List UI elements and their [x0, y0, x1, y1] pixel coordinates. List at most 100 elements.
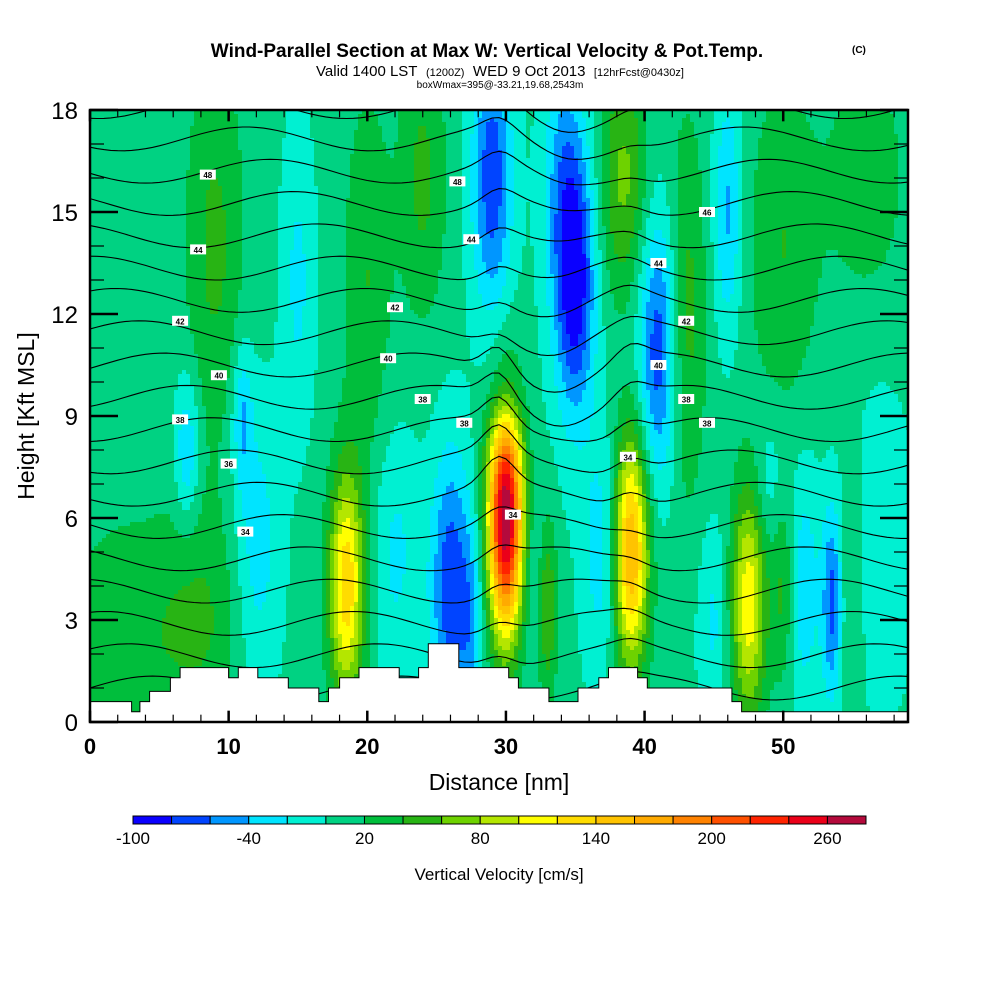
w-cell — [134, 358, 139, 363]
w-cell — [94, 546, 99, 551]
w-cell — [202, 654, 207, 659]
w-cell — [126, 542, 131, 547]
w-cell — [110, 186, 115, 191]
w-cell — [218, 246, 223, 251]
w-cell — [162, 490, 167, 495]
w-cell — [214, 418, 219, 423]
w-cell — [198, 338, 203, 343]
w-cell — [130, 622, 135, 627]
w-cell — [190, 550, 195, 555]
w-cell — [122, 402, 127, 407]
w-cell — [206, 626, 211, 631]
w-cell — [198, 262, 203, 267]
w-cell — [94, 422, 99, 427]
w-cell — [178, 446, 183, 451]
w-cell — [186, 458, 191, 463]
w-cell — [122, 246, 127, 251]
w-cell — [166, 610, 171, 615]
w-cell — [126, 602, 131, 607]
w-cell — [122, 478, 127, 483]
w-cell — [174, 334, 179, 339]
w-cell — [94, 502, 99, 507]
w-cell — [146, 554, 151, 559]
w-cell — [98, 530, 103, 535]
w-cell — [118, 450, 123, 455]
chart-subtitle-2: boxWmax=395@-33.21,19.68,2543m — [417, 80, 584, 91]
w-cell — [150, 118, 155, 123]
w-cell — [198, 150, 203, 155]
w-cell — [178, 618, 183, 623]
w-cell — [166, 542, 171, 547]
w-cell — [190, 582, 195, 587]
w-cell — [218, 438, 223, 443]
w-cell — [94, 298, 99, 303]
w-cell — [146, 610, 151, 615]
w-cell — [198, 594, 203, 599]
w-cell — [142, 242, 147, 247]
w-cell — [182, 370, 187, 375]
w-cell — [118, 330, 123, 335]
w-cell — [94, 654, 99, 659]
w-cell — [166, 454, 171, 459]
w-cell — [122, 546, 127, 551]
w-cell — [118, 326, 123, 331]
w-cell — [114, 466, 119, 471]
w-cell — [102, 354, 107, 359]
w-cell — [186, 646, 191, 651]
w-cell — [194, 270, 199, 275]
w-cell — [142, 318, 147, 323]
w-cell — [210, 366, 215, 371]
w-cell — [206, 318, 211, 323]
w-cell — [106, 662, 111, 667]
w-cell — [118, 242, 123, 247]
w-cell — [134, 246, 139, 251]
w-cell — [106, 278, 111, 283]
w-cell — [194, 446, 199, 451]
w-cell — [110, 566, 115, 571]
w-cell — [210, 410, 215, 415]
w-cell — [98, 182, 103, 187]
w-cell — [158, 598, 163, 603]
w-cell — [178, 182, 183, 187]
w-cell — [142, 490, 147, 495]
w-cell — [150, 422, 155, 427]
w-cell — [126, 138, 131, 143]
w-cell — [190, 574, 195, 579]
w-cell — [150, 314, 155, 319]
w-cell — [146, 402, 151, 407]
w-cell — [134, 122, 139, 127]
w-cell — [110, 426, 115, 431]
w-cell — [106, 334, 111, 339]
w-cell — [174, 506, 179, 511]
w-cell — [218, 210, 223, 215]
w-cell — [166, 326, 171, 331]
w-cell — [102, 130, 107, 135]
w-cell — [198, 270, 203, 275]
w-cell — [98, 542, 103, 547]
w-cell — [210, 182, 215, 187]
w-cell — [98, 262, 103, 267]
w-cell — [138, 158, 143, 163]
w-cell — [130, 546, 135, 551]
w-cell — [170, 558, 175, 563]
w-cell — [122, 366, 127, 371]
w-cell — [158, 634, 163, 639]
w-cell — [138, 622, 143, 627]
w-cell — [130, 594, 135, 599]
w-cell — [122, 142, 127, 147]
w-cell — [154, 382, 159, 387]
w-cell — [142, 178, 147, 183]
w-cell — [146, 630, 151, 635]
w-cell — [186, 562, 191, 567]
w-cell — [166, 474, 171, 479]
w-cell — [118, 238, 123, 243]
w-cell — [98, 282, 103, 287]
w-cell — [106, 590, 111, 595]
w-cell — [206, 518, 211, 523]
w-cell — [142, 270, 147, 275]
w-cell — [106, 194, 111, 199]
w-cell — [170, 262, 175, 267]
w-cell — [126, 506, 131, 511]
w-cell — [102, 406, 107, 411]
w-cell — [166, 674, 171, 679]
